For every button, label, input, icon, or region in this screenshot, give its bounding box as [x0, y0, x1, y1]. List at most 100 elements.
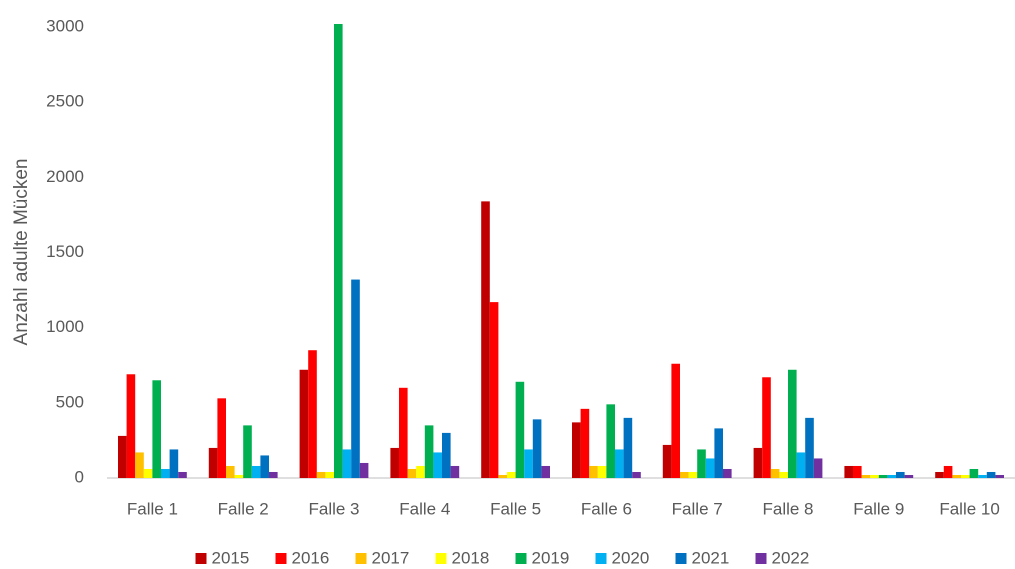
legend-label: 2020 — [612, 548, 650, 567]
x-tick-label: Falle 10 — [939, 499, 999, 518]
bar — [161, 468, 170, 478]
bar — [662, 444, 672, 478]
bar — [416, 465, 425, 478]
x-tick-label: Falle 3 — [308, 499, 359, 518]
bar — [260, 455, 269, 478]
bar — [143, 468, 153, 478]
bar — [334, 23, 343, 478]
bar — [169, 449, 179, 478]
bar — [896, 471, 905, 478]
legend-label: 2016 — [292, 548, 330, 567]
y-tick-label: 0 — [75, 467, 84, 486]
bar — [796, 452, 806, 478]
legend-label: 2018 — [452, 548, 490, 567]
legend-swatch — [515, 553, 527, 564]
bar — [251, 465, 261, 478]
legend-label: 2022 — [772, 548, 810, 567]
bar — [299, 369, 309, 478]
bar — [870, 474, 879, 478]
bar — [489, 302, 499, 478]
bar — [697, 449, 706, 478]
bar — [118, 435, 127, 478]
x-tick-label: Falle 5 — [490, 499, 541, 518]
bar — [753, 447, 763, 478]
legend-swatch — [275, 553, 287, 564]
bar — [671, 363, 680, 478]
bar — [572, 422, 581, 478]
bar — [597, 465, 607, 478]
bar — [178, 471, 187, 478]
bar — [986, 471, 996, 478]
bar — [498, 474, 507, 478]
bar — [424, 425, 434, 478]
legend-swatch — [755, 553, 767, 564]
bar — [407, 468, 417, 478]
legend-swatch — [675, 553, 687, 564]
bar — [952, 474, 961, 478]
bar — [969, 468, 979, 478]
bar — [995, 474, 1004, 478]
bar — [714, 428, 723, 478]
x-tick-label: Falle 1 — [127, 499, 178, 518]
bar — [269, 471, 278, 478]
bar — [705, 458, 715, 478]
bar — [226, 465, 235, 478]
x-tick-label: Falle 6 — [581, 499, 632, 518]
bar — [861, 474, 871, 478]
x-tick-label: Falle 9 — [853, 499, 904, 518]
bar — [853, 465, 862, 478]
bar — [208, 447, 218, 478]
bar — [943, 465, 953, 478]
bar — [632, 471, 641, 478]
bar — [788, 369, 797, 478]
legend-label: 2015 — [212, 548, 250, 567]
bar — [904, 474, 914, 478]
bar — [450, 465, 460, 478]
bar — [152, 380, 161, 478]
legend-swatch — [355, 553, 367, 564]
legend-label: 2021 — [692, 548, 730, 567]
y-tick-label: 3000 — [46, 16, 84, 35]
bar — [878, 474, 888, 478]
bar — [234, 474, 244, 478]
bar — [390, 447, 399, 478]
bar — [442, 432, 451, 478]
bar — [779, 471, 788, 478]
y-tick-label: 500 — [56, 392, 84, 411]
bar — [126, 374, 136, 478]
x-tick-label: Falle 4 — [399, 499, 450, 518]
legend-swatch — [595, 553, 607, 564]
bar — [135, 452, 144, 478]
bar — [589, 465, 598, 478]
bar — [961, 474, 970, 478]
bar — [688, 471, 698, 478]
bar — [680, 471, 689, 478]
bar — [813, 458, 823, 478]
bar — [507, 471, 516, 478]
bar — [243, 425, 252, 478]
bar — [762, 377, 771, 478]
legend-swatch — [435, 553, 447, 564]
bar — [399, 387, 408, 478]
bar — [532, 419, 542, 478]
bar — [524, 449, 533, 478]
legend-label: 2019 — [532, 548, 570, 567]
legend-label: 2017 — [372, 548, 410, 567]
y-tick-label: 2500 — [46, 92, 84, 111]
bar — [325, 471, 334, 478]
bar — [805, 417, 814, 478]
bar — [359, 462, 369, 478]
bar — [615, 449, 624, 478]
bar — [217, 398, 226, 478]
x-tick-label: Falle 7 — [672, 499, 723, 518]
y-axis-label: Anzahl adulte Mücken — [11, 159, 32, 346]
bar — [606, 404, 615, 478]
y-tick-label: 2000 — [46, 167, 84, 186]
bar — [623, 417, 633, 478]
legend-swatch — [195, 553, 207, 564]
bar — [844, 465, 853, 478]
y-tick-label: 1500 — [46, 242, 84, 261]
bar — [433, 452, 442, 478]
y-tick-label: 1000 — [46, 317, 84, 336]
